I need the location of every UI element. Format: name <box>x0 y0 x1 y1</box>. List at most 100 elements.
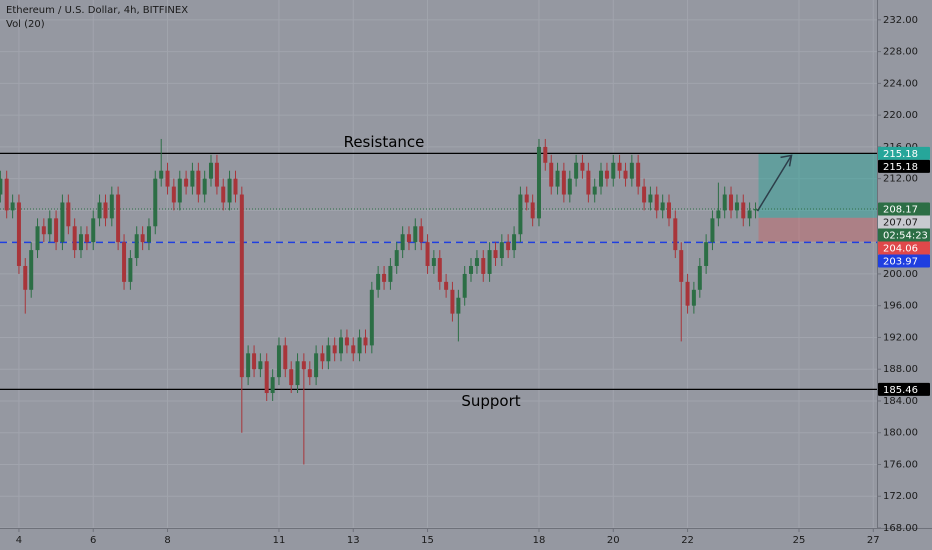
candle-body <box>512 234 517 251</box>
candle-body <box>134 234 139 259</box>
candle-body <box>369 289 374 346</box>
candle-body <box>221 186 226 203</box>
x-tick-label: 20 <box>607 535 620 546</box>
price-tag-label: 215.18 <box>883 149 918 160</box>
stop-zone <box>758 217 877 242</box>
candle-body <box>611 162 616 179</box>
candle-body <box>153 178 158 227</box>
price-tag-bg <box>878 215 930 229</box>
price-tag-bg <box>878 228 930 242</box>
price-tag: 204.06 <box>878 241 930 255</box>
y-tick-label: 180.00 <box>883 428 918 439</box>
y-tick-label: 232.00 <box>883 15 918 26</box>
target-zone <box>758 153 877 218</box>
candle-body <box>493 250 498 259</box>
candle-body <box>258 361 263 370</box>
arrow-head <box>780 154 793 167</box>
y-tick-label: 172.00 <box>883 491 918 502</box>
chart-title: Ethereum / U.S. Dollar, 4h, BITFINEX <box>6 5 188 16</box>
y-tick-label: 220.00 <box>883 110 918 121</box>
candle-body <box>629 162 634 179</box>
overlay: Resistance Support <box>0 133 877 410</box>
price-tag-bg <box>878 382 930 396</box>
level-label: Resistance <box>344 133 425 151</box>
candle-body <box>128 258 133 282</box>
candle-body <box>549 162 554 187</box>
candle-body <box>91 218 96 243</box>
candle-body <box>704 242 709 266</box>
candle-body <box>654 194 659 211</box>
candle-body <box>499 242 504 259</box>
arrow <box>756 155 793 212</box>
candle-body <box>747 210 752 219</box>
price-tag: 203.97 <box>878 254 930 268</box>
candle-body <box>481 258 486 274</box>
candle-body <box>586 170 591 195</box>
candle-body <box>146 226 151 243</box>
candle-body <box>567 178 572 195</box>
candle-body <box>72 226 77 251</box>
candle-body <box>524 194 529 203</box>
candle-body <box>357 337 362 354</box>
candle-body <box>376 273 381 290</box>
x-tick-label: 6 <box>90 535 96 546</box>
candle-body <box>338 337 343 354</box>
candle-body <box>413 226 418 243</box>
candle-body <box>580 162 585 171</box>
candle-body <box>214 162 219 187</box>
candle-body <box>332 345 337 354</box>
candle-body <box>741 202 746 219</box>
candle-body <box>431 258 436 266</box>
candle-body <box>406 234 411 243</box>
candle-body <box>270 377 275 394</box>
candle-body <box>84 234 89 243</box>
price-tag-label: 215.18 <box>883 162 918 173</box>
level-label: Support <box>461 392 520 410</box>
candle-body <box>722 194 727 211</box>
candle-body <box>450 289 455 314</box>
candle-body <box>35 226 40 251</box>
candles <box>0 138 758 465</box>
candle-body <box>642 186 647 203</box>
candle-body <box>239 194 244 378</box>
candle-body <box>666 202 671 219</box>
price-tag: 208.17 <box>878 202 930 216</box>
candle-body <box>469 265 474 274</box>
candle-body <box>574 162 579 179</box>
candle-body <box>122 242 127 282</box>
candle-body <box>0 178 3 195</box>
candle-body <box>530 202 535 219</box>
candle-body <box>660 202 665 211</box>
candle-body <box>506 242 511 251</box>
candle-body <box>60 202 65 243</box>
price-tag: 02:54:23 <box>878 228 930 242</box>
candle-body <box>710 218 715 243</box>
y-tick-label: 192.00 <box>883 332 918 343</box>
candle-body <box>97 202 102 219</box>
price-tag: 215.18 <box>878 146 930 160</box>
price-tag-bg <box>878 254 930 268</box>
price-tag-bg <box>878 202 930 216</box>
price-tag-label: 204.06 <box>883 244 918 255</box>
candle-body <box>536 146 541 219</box>
price-tag-bg <box>878 241 930 255</box>
x-tick-label: 27 <box>867 535 880 546</box>
candle-body <box>400 234 405 251</box>
candle-body <box>623 170 628 179</box>
candle-body <box>171 186 176 203</box>
candle-body <box>753 209 758 211</box>
price-tag-label: 185.46 <box>883 385 918 396</box>
candle-body <box>456 297 461 314</box>
x-tick-label: 11 <box>273 535 286 546</box>
y-tick-label: 188.00 <box>883 364 918 375</box>
y-tick-label: 184.00 <box>883 396 918 407</box>
candle-body <box>314 353 319 378</box>
candle-body <box>685 281 690 306</box>
candle-body <box>697 265 702 290</box>
candle-body <box>295 361 300 386</box>
candle-body <box>116 194 121 243</box>
price-tag-bg <box>878 146 930 160</box>
candle-body <box>246 353 251 378</box>
price-tag-label: 02:54:23 <box>883 231 928 242</box>
